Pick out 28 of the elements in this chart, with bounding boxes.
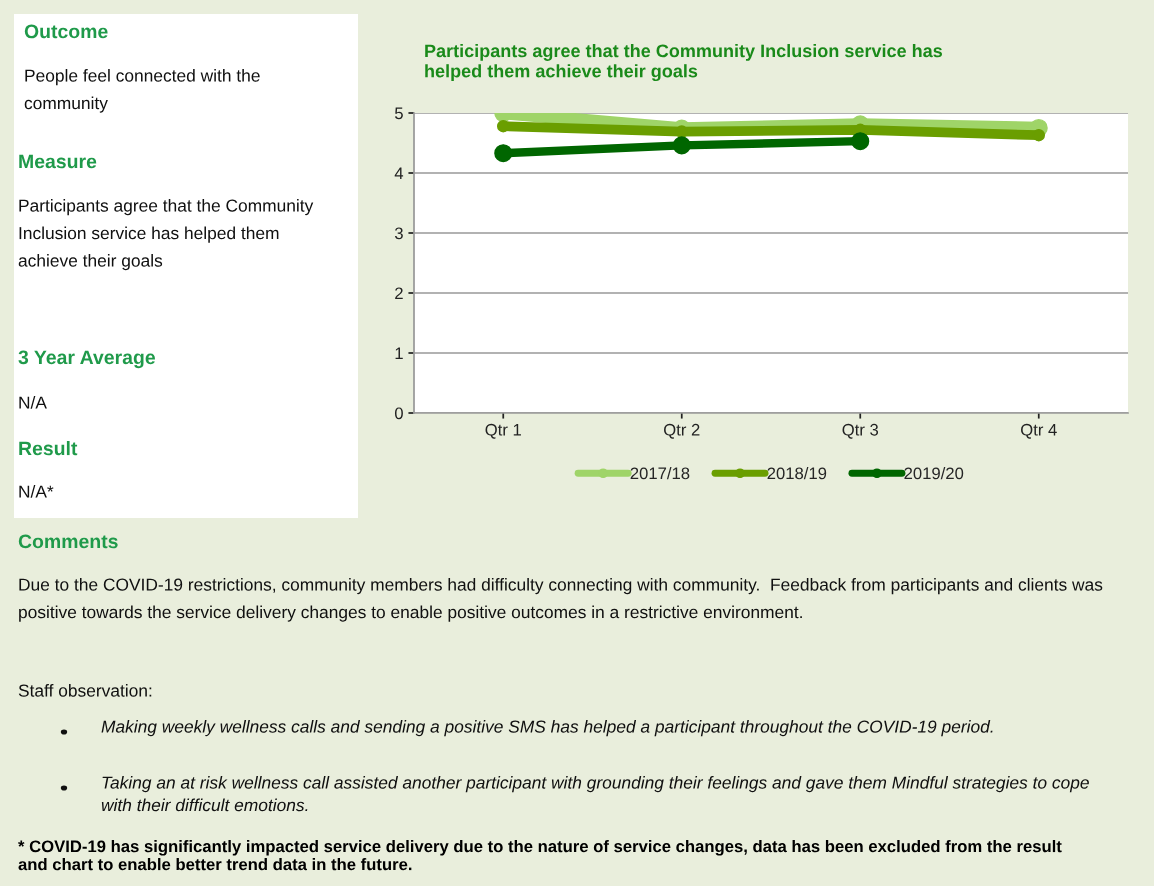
y-tick-label: 0: [394, 407, 403, 420]
text: Taking an at risk wellness call assisted another participant with grounding their feelings and gave them Mindful strategies to cope with their difficult emotions.: [101, 776, 1089, 812]
x-tick-label: Qtr 2: [664, 423, 700, 439]
text: N/A*: [19, 485, 54, 498]
text: 3 Year Average: [18, 350, 155, 369]
y-tick-label: 3: [394, 227, 403, 240]
text: Result: [19, 441, 78, 456]
text: Staff observation:: [18, 684, 152, 697]
text: Outcome: [24, 24, 108, 39]
y-tick-label: 5: [394, 107, 403, 120]
legend-label: 2017/18: [630, 467, 690, 480]
x-tick-label: Qtr 3: [842, 423, 879, 439]
legend-label: 2018/19: [767, 467, 827, 480]
y-tick-label: 1: [395, 347, 403, 360]
text: Measure: [19, 154, 97, 169]
x-tick-label: Qtr 4: [1021, 423, 1057, 439]
text: * COVID-19 has significantly impacted service delivery due to the nature of service changes, data has been excluded from the result and chart to enable better trend data in the future.: [18, 840, 1062, 871]
text: People feel connected with the community: [24, 69, 260, 113]
x-tick-label: Qtr 1: [485, 423, 521, 439]
text: Making weekly wellness calls and sending a positive SMS has helped a participant throughout the COVID-19 period.: [101, 720, 993, 737]
y-tick-label: 4: [394, 167, 404, 180]
text: Comments: [18, 534, 118, 549]
y-tick-label: 2: [395, 287, 403, 300]
chart-title: Participants agree that the Community Inclusion service has helped them achieve their goals: [425, 44, 942, 82]
text: Participants agree that the Community Inclusion service has helped them achieve their goals: [18, 199, 314, 271]
text: N/A: [19, 396, 47, 409]
legend-label: 2019/20: [904, 467, 964, 480]
text: Due to the COVID-19 restrictions, community members had difficulty connecting with community. Feedback from participants and clients was positive towards the service delivery changes to enable positive outcomes in a restrictive environment.: [19, 578, 1103, 622]
